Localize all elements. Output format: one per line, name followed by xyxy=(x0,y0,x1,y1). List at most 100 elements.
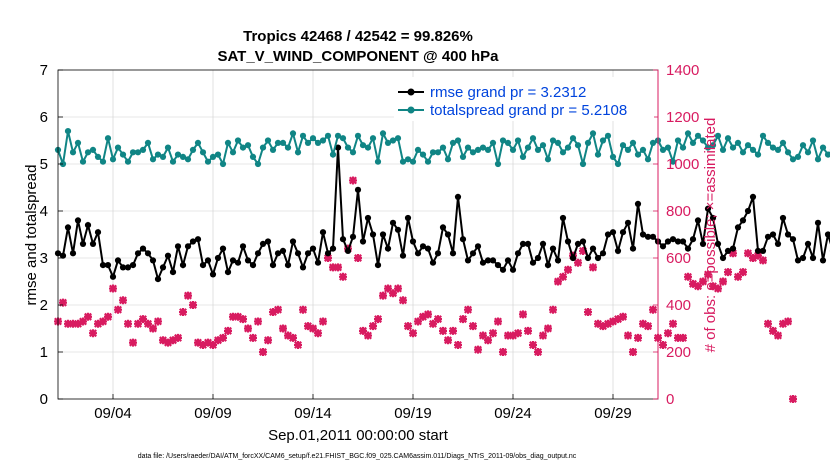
obs-count-point xyxy=(394,284,402,293)
obs-count-point xyxy=(254,317,262,326)
rmse-point xyxy=(559,214,567,222)
rmse-point xyxy=(184,243,192,250)
obs-count-point xyxy=(134,319,142,328)
spread-point xyxy=(539,142,547,149)
spread-point xyxy=(384,139,392,146)
obs-count-point xyxy=(409,329,417,338)
obs-count-point xyxy=(274,305,282,314)
obs-count-point xyxy=(534,348,542,356)
rmse-point xyxy=(699,240,707,247)
spread-point xyxy=(204,158,212,165)
rmse-point xyxy=(804,240,812,247)
spread-point xyxy=(504,139,512,146)
spread-point xyxy=(209,153,217,160)
rmse-point xyxy=(154,276,162,283)
spread-point xyxy=(334,132,342,139)
rmse-point xyxy=(244,257,252,264)
obs-count-point xyxy=(329,263,337,272)
obs-count-point xyxy=(614,315,622,324)
spread-point xyxy=(194,139,202,146)
rmse-point xyxy=(159,264,167,271)
rmse-point xyxy=(499,266,507,273)
rmse-point xyxy=(409,238,417,245)
spread-point xyxy=(99,158,107,165)
spread-point xyxy=(609,153,617,160)
spread-point xyxy=(399,158,407,165)
spread-point xyxy=(484,146,492,153)
rmse-point xyxy=(814,219,822,226)
spread-point xyxy=(174,151,182,158)
spread-point xyxy=(734,139,742,146)
rmse-point xyxy=(479,259,487,266)
x-tick-label: 09/14 xyxy=(294,405,332,422)
spread-point xyxy=(699,137,707,144)
chart-title: Tropics 42468 / 42542 = 99.826% xyxy=(243,28,473,45)
rmse-point xyxy=(504,257,512,264)
obs-count-point xyxy=(84,312,92,321)
obs-count-point xyxy=(624,331,632,340)
spread-point xyxy=(364,144,372,151)
rmse-point xyxy=(534,254,542,262)
obs-count-point xyxy=(169,336,177,345)
obs-count-point xyxy=(459,315,467,324)
spread-point xyxy=(429,149,437,156)
obs-count-point xyxy=(324,254,332,262)
obs-count-point xyxy=(639,319,647,328)
obs-count-point xyxy=(439,326,447,335)
rmse-point xyxy=(769,231,777,238)
rmse-point xyxy=(269,262,277,269)
rmse-point xyxy=(439,224,447,231)
rmse-point xyxy=(644,233,652,240)
spread-point xyxy=(664,144,672,151)
obs-count-point xyxy=(224,326,232,335)
obs-count-point xyxy=(379,291,387,300)
spread-point xyxy=(589,130,597,137)
rmse-point xyxy=(474,243,482,250)
rmse-point xyxy=(649,233,657,240)
rmse-point xyxy=(69,250,77,257)
spread-point xyxy=(434,149,442,156)
spread-point xyxy=(469,149,477,156)
rmse-point xyxy=(364,214,372,222)
spread-point xyxy=(559,149,567,156)
spread-point xyxy=(479,144,487,151)
spread-point xyxy=(269,146,277,153)
rmse-point xyxy=(774,240,782,247)
rmse-point xyxy=(239,243,247,250)
y2-tick-label: 800 xyxy=(666,203,691,220)
obs-count-point xyxy=(279,324,287,333)
obs-count-point xyxy=(489,329,497,338)
plot-area: 09/04 09/09 09/14 09/19 09/24 09/29 01234567 … xyxy=(40,62,830,422)
spread-point xyxy=(234,137,242,144)
spread-point xyxy=(129,149,137,156)
spread-point xyxy=(279,139,287,146)
obs-count-point xyxy=(659,340,667,349)
obs-count-point xyxy=(739,268,747,277)
rmse-point xyxy=(204,257,212,264)
spread-point xyxy=(759,132,767,139)
obs-count-point xyxy=(769,326,777,335)
spread-point xyxy=(69,149,77,156)
rmse-point xyxy=(149,257,157,264)
y-tick-label: 1 xyxy=(40,344,48,361)
obs-count-point xyxy=(444,336,452,345)
rmse-point xyxy=(304,250,312,257)
obs-count-point xyxy=(189,301,197,309)
obs-count-point xyxy=(94,319,102,328)
obs-count-point xyxy=(484,336,492,345)
obs-count-point xyxy=(299,305,307,314)
obs-count-point xyxy=(584,308,592,317)
obs-count-point xyxy=(679,333,687,342)
spread-point xyxy=(299,132,307,139)
x-tick-label: 09/24 xyxy=(494,405,532,422)
obs-count-point xyxy=(124,319,132,328)
spread-point xyxy=(579,160,587,168)
rmse-point xyxy=(279,247,287,254)
rmse-point xyxy=(394,226,402,233)
spread-point xyxy=(764,139,772,146)
spread-point xyxy=(459,153,467,160)
spread-point xyxy=(804,149,812,156)
obs-count-point xyxy=(364,331,372,340)
obs-count-point xyxy=(294,340,302,349)
rmse-point xyxy=(539,240,547,247)
